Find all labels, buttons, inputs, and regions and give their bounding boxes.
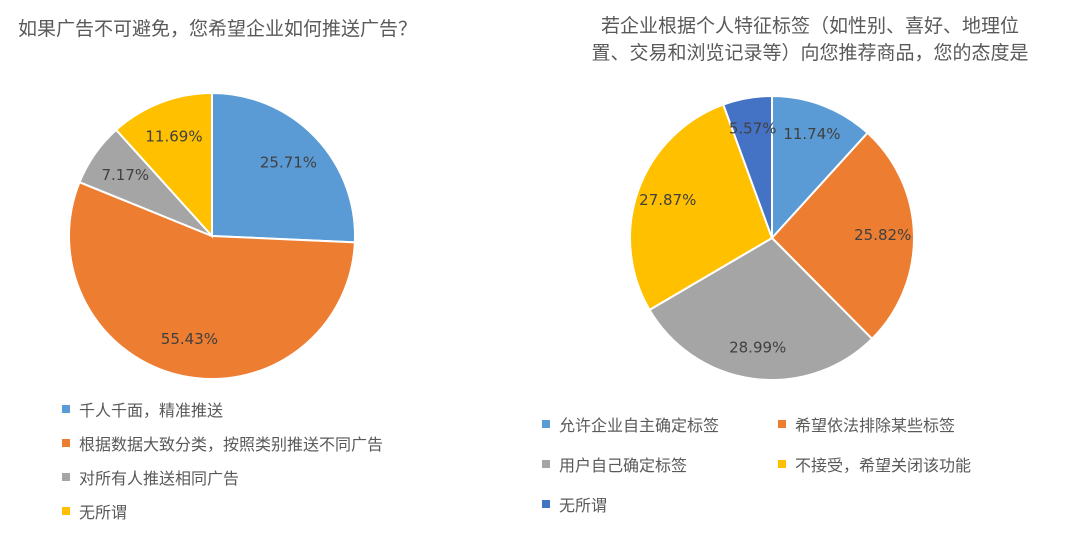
pie-slice: [648, 236, 874, 381]
legend-item: 无所谓: [62, 499, 127, 523]
legend-swatch: [542, 420, 550, 428]
data-label: 27.87%: [639, 191, 696, 209]
legend-item: 用户自己确定标签: [542, 452, 687, 476]
legend-label: 根据数据大致分类，按照类别推送不同广告: [79, 435, 384, 454]
legend-label: 无所谓: [559, 496, 608, 515]
pie-svg: 11.74% 25.82% 28.99% 27.87% 5.57%: [629, 94, 915, 381]
pie-chart-ad-push: 如果广告不可避免，您希望企业如何推送广告？ 25.71% 55.43% 7.17% 1…: [18, 18, 418, 523]
pie-slice: [722, 94, 773, 239]
legend-swatch: [778, 420, 786, 428]
pie-chart-tag-attitude: 若企业根据个人特征标签（如性别、喜好、地理位 置、交易和浏览记录等）向您推荐商品…: [540, 0, 1080, 537]
chart-title-line-2: 置、交易和浏览记录等）向您推荐商品，您的态度是: [591, 42, 1029, 64]
legend-item: 对所有人推送相同广告: [62, 465, 239, 489]
data-label: 25.82%: [854, 226, 911, 244]
pie-slice: [771, 94, 869, 241]
data-label: 11.74%: [783, 125, 840, 143]
legend-label: 允许企业自主确定标签: [559, 416, 720, 435]
legend-item: 根据数据大致分类，按照类别推送不同广告: [62, 431, 383, 455]
legend-swatch: [62, 473, 70, 481]
pie-slice: [629, 103, 774, 312]
pie-slice: [211, 91, 356, 244]
pie-slice: [114, 91, 213, 239]
data-label: 5.57%: [729, 119, 777, 137]
legend-item: 千人千面，精准推送: [62, 397, 223, 421]
legend-swatch: [62, 507, 70, 515]
legend-swatch: [542, 500, 550, 508]
data-label: 7.17%: [101, 166, 149, 184]
legend-label: 希望依法排除某些标签: [795, 416, 956, 435]
pie-slice: [68, 180, 356, 380]
pie-svg: 25.71% 55.43% 7.17% 11.69%: [68, 91, 356, 380]
legend-swatch: [62, 439, 70, 447]
legend-label: 对所有人推送相同广告: [79, 469, 240, 488]
chart-title-line-1: 若企业根据个人特征标签（如性别、喜好、地理位: [600, 15, 1019, 37]
data-label: 11.69%: [145, 128, 202, 146]
data-label: 28.99%: [729, 338, 786, 356]
pie-slice: [770, 131, 915, 341]
legend-swatch: [778, 460, 786, 468]
legend-label: 千人千面，精准推送: [79, 401, 224, 420]
chart-title: 若企业根据个人特征标签（如性别、喜好、地理位 置、交易和浏览记录等）向您推荐商品…: [540, 13, 1080, 67]
legend-swatch: [62, 405, 70, 413]
chart-title: 如果广告不可避免，您希望企业如何推送广告？: [18, 18, 418, 40]
legend-item: 不接受，希望关闭该功能: [778, 452, 971, 476]
legend-swatch: [542, 460, 550, 468]
legend-label: 不接受，希望关闭该功能: [795, 456, 972, 475]
data-label: 25.71%: [260, 153, 317, 171]
data-label: 55.43%: [161, 330, 218, 348]
legend-label: 无所谓: [79, 503, 128, 522]
legend-item: 无所谓: [542, 492, 607, 516]
legend-label: 用户自己确定标签: [559, 456, 688, 475]
legend-item: 允许企业自主确定标签: [542, 412, 719, 436]
legend-item: 希望依法排除某些标签: [778, 412, 955, 436]
